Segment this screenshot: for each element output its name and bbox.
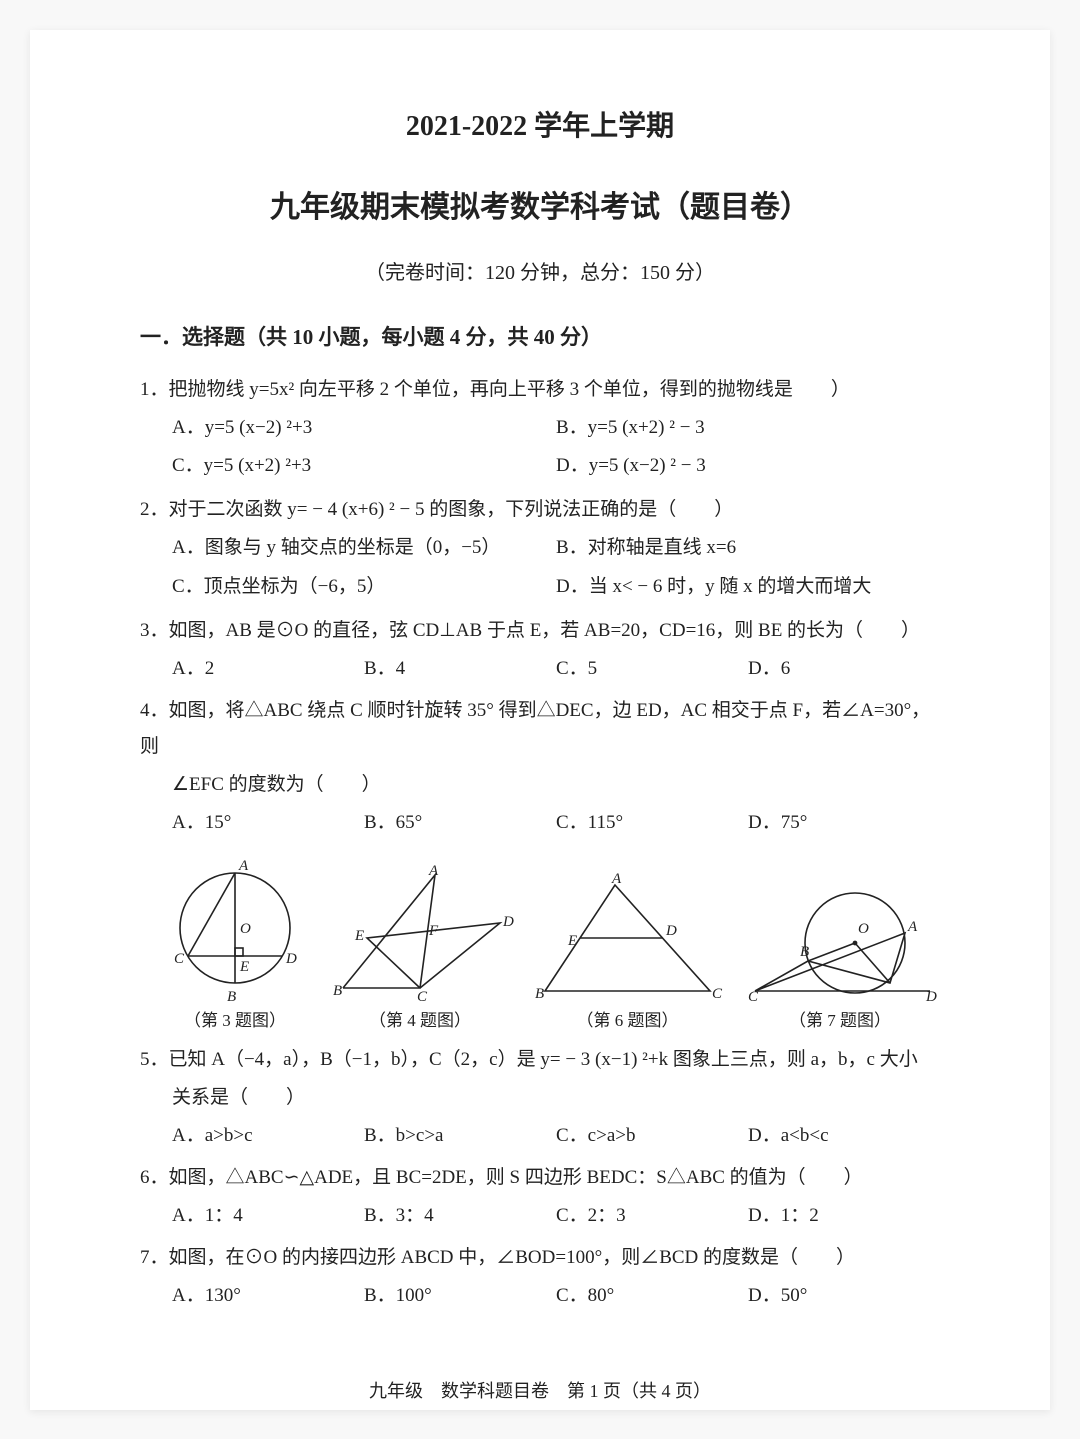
q1-option-b: B．y=5 (x+2) ² − 3 — [556, 410, 940, 446]
figure-q3-caption: （第 3 题图） — [160, 1005, 310, 1037]
svg-text:C: C — [712, 986, 723, 1002]
q4-option-c: C．115° — [556, 805, 748, 841]
svg-text:F: F — [428, 923, 439, 939]
q3-text: 3．如图，AB 是⊙O 的直径，弦 CD⊥AB 于点 E，若 AB=20，CD=… — [140, 613, 940, 649]
page-footer: 九年级 数学科题目卷 第 1 页（共 4 页） — [140, 1374, 940, 1408]
q4-option-a: A．15° — [172, 805, 364, 841]
svg-text:E: E — [239, 959, 249, 975]
q5-text-line2: 关系是（ ） — [140, 1080, 940, 1116]
question-4: 4．如图，将△ABC 绕点 C 顺时针旋转 35° 得到△DEC，边 ED，AC… — [140, 693, 940, 841]
svg-text:A: A — [907, 919, 918, 935]
page-title-year: 2021-2022 学年上学期 — [140, 100, 940, 153]
q7-text: 7．如图，在⊙O 的内接四边形 ABCD 中，∠BOD=100°，则∠BCD 的… — [140, 1240, 940, 1276]
q1-option-a: A．y=5 (x−2) ²+3 — [172, 410, 556, 446]
q2-option-c: C．顶点坐标为（−6，5） — [172, 569, 556, 605]
page-title-exam: 九年级期末模拟考数学科考试（题目卷） — [140, 179, 940, 236]
q5-option-a: A．a>b>c — [172, 1118, 364, 1154]
q2-option-b: B．对称轴是直线 x=6 — [556, 530, 940, 566]
q6-option-c: C．2：3 — [556, 1198, 748, 1234]
q1-option-d: D．y=5 (x−2) ² − 3 — [556, 448, 940, 484]
question-2: 2．对于二次函数 y= − 4 (x+6) ² − 5 的图象，下列说法正确的是… — [140, 492, 940, 606]
svg-text:B: B — [535, 986, 544, 1002]
svg-text:O: O — [858, 921, 869, 937]
q2-option-a: A．图象与 y 轴交点的坐标是（0，−5） — [172, 530, 556, 566]
q5-options: A．a>b>c B．b>c>a C．c>a>b D．a<b<c — [140, 1118, 940, 1154]
section-heading: 一．选择题（共 10 小题，每小题 4 分，共 40 分） — [140, 318, 940, 358]
svg-text:B: B — [800, 944, 809, 960]
svg-text:E: E — [354, 928, 364, 944]
q3-option-d: D．6 — [748, 651, 940, 687]
q6-text: 6．如图，△ABC∽△ADE，且 BC=2DE，则 S 四边形 BEDC：S△A… — [140, 1160, 940, 1196]
svg-text:A: A — [611, 873, 622, 887]
exam-meta: （完卷时间：120 分钟，总分：150 分） — [140, 254, 940, 292]
q4-options: A．15° B．65° C．115° D．75° — [140, 805, 940, 841]
q5-option-d: D．a<b<c — [748, 1118, 940, 1154]
svg-text:C: C — [174, 951, 185, 967]
svg-text:D: D — [665, 923, 677, 939]
svg-text:D: D — [502, 914, 514, 930]
svg-text:C: C — [748, 989, 759, 1003]
q7-option-d: D．50° — [748, 1278, 940, 1314]
figures-row: A B C D O E （第 3 题图） A B C D — [140, 847, 940, 1041]
question-5: 5．已知 A（−4，a），B（−1，b），C（2，c）是 y= − 3 (x−1… — [140, 1042, 940, 1154]
figure-q7-caption: （第 7 题图） — [740, 1005, 940, 1037]
figure-q4-caption: （第 4 题图） — [325, 1005, 515, 1037]
q7-option-a: A．130° — [172, 1278, 364, 1314]
figure-q6-caption: （第 6 题图） — [530, 1005, 725, 1037]
q6-option-d: D．1：2 — [748, 1198, 940, 1234]
q4-option-b: B．65° — [364, 805, 556, 841]
svg-text:B: B — [227, 989, 236, 1003]
q7-options: A．130° B．100° C．80° D．50° — [140, 1278, 940, 1314]
q1-option-c: C．y=5 (x+2) ²+3 — [172, 448, 556, 484]
q3-option-c: C．5 — [556, 651, 748, 687]
svg-text:E: E — [567, 933, 577, 949]
question-7: 7．如图，在⊙O 的内接四边形 ABCD 中，∠BOD=100°，则∠BCD 的… — [140, 1240, 940, 1314]
figure-q3: A B C D O E （第 3 题图） — [160, 853, 310, 1037]
q7-option-b: B．100° — [364, 1278, 556, 1314]
q1-text: 1．把抛物线 y=5x² 向左平移 2 个单位，再向上平移 3 个单位，得到的抛… — [140, 372, 940, 408]
q2-option-d: D．当 x< − 6 时，y 随 x 的增大而增大 — [556, 569, 940, 605]
q4-text-line1: 4．如图，将△ABC 绕点 C 顺时针旋转 35° 得到△DEC，边 ED，AC… — [140, 693, 940, 765]
q4-option-d: D．75° — [748, 805, 940, 841]
figure-q6: A B C D E （第 6 题图） — [530, 873, 725, 1037]
svg-text:D: D — [925, 989, 937, 1003]
svg-text:O: O — [240, 921, 251, 937]
question-1: 1．把抛物线 y=5x² 向左平移 2 个单位，再向上平移 3 个单位，得到的抛… — [140, 372, 940, 486]
svg-text:C: C — [417, 989, 428, 1003]
exam-page: 2021-2022 学年上学期 九年级期末模拟考数学科考试（题目卷） （完卷时间… — [30, 30, 1050, 1410]
q6-option-b: B．3：4 — [364, 1198, 556, 1234]
figure-q7: A B C D O （第 7 题图） — [740, 873, 940, 1037]
q3-options: A．2 B．4 C．5 D．6 — [140, 651, 940, 687]
q3-option-a: A．2 — [172, 651, 364, 687]
q7-option-c: C．80° — [556, 1278, 748, 1314]
svg-text:A: A — [238, 858, 249, 874]
q5-option-b: B．b>c>a — [364, 1118, 556, 1154]
q6-option-a: A．1：4 — [172, 1198, 364, 1234]
q2-text: 2．对于二次函数 y= − 4 (x+6) ² − 5 的图象，下列说法正确的是… — [140, 492, 940, 528]
svg-text:A: A — [428, 863, 439, 879]
figure-q4: A B C D E F （第 4 题图） — [325, 863, 515, 1037]
q5-option-c: C．c>a>b — [556, 1118, 748, 1154]
question-3: 3．如图，AB 是⊙O 的直径，弦 CD⊥AB 于点 E，若 AB=20，CD=… — [140, 613, 940, 687]
svg-text:B: B — [333, 983, 342, 999]
q4-text-line2: ∠EFC 的度数为（ ） — [140, 767, 940, 803]
q6-options: A．1：4 B．3：4 C．2：3 D．1：2 — [140, 1198, 940, 1234]
q3-option-b: B．4 — [364, 651, 556, 687]
q5-text-line1: 5．已知 A（−4，a），B（−1，b），C（2，c）是 y= − 3 (x−1… — [140, 1042, 940, 1078]
svg-text:D: D — [285, 951, 297, 967]
q1-options: A．y=5 (x−2) ²+3 B．y=5 (x+2) ² − 3 C．y=5 … — [140, 410, 940, 486]
question-6: 6．如图，△ABC∽△ADE，且 BC=2DE，则 S 四边形 BEDC：S△A… — [140, 1160, 940, 1234]
q2-options: A．图象与 y 轴交点的坐标是（0，−5） B．对称轴是直线 x=6 C．顶点坐… — [140, 530, 940, 606]
